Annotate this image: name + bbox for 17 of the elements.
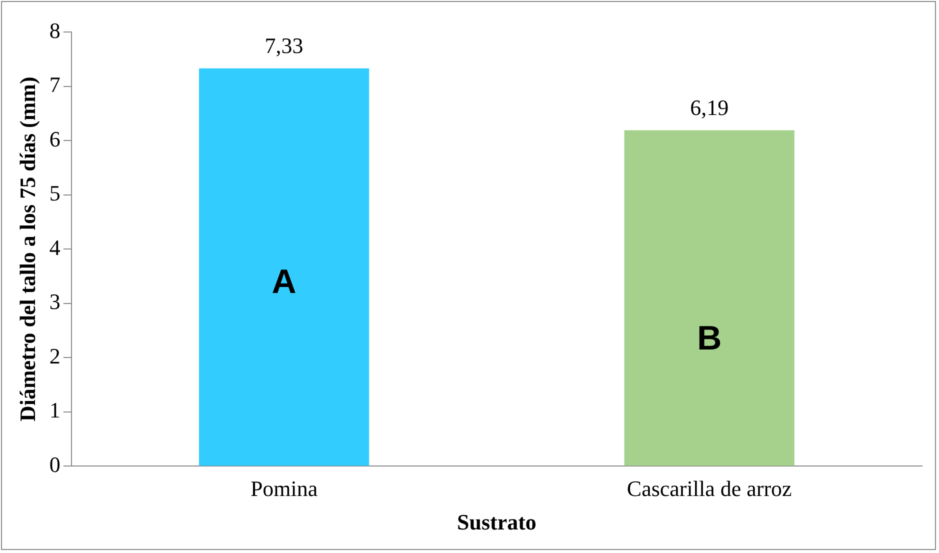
y-tick-label: 4 (49, 234, 60, 260)
data-label: 6,19 (690, 95, 729, 120)
annotation: A (272, 263, 296, 302)
y-tick-label: 6 (49, 126, 60, 152)
x-tick-label: Cascarilla de arroz (626, 476, 792, 502)
y-tick-label: 1 (49, 398, 60, 423)
y-tick-label: 5 (49, 180, 60, 206)
y-tick-label: 7 (49, 72, 60, 98)
x-axis-title: Sustrato (456, 509, 536, 534)
y-tick-label: 2 (49, 343, 60, 368)
y-tick-label: 0 (49, 452, 60, 477)
y-tick-label: 8 (49, 18, 60, 43)
y-tick-label: 3 (49, 289, 60, 314)
data-label: 7,33 (264, 33, 304, 58)
x-tick-label: Pomina (250, 476, 318, 502)
annotation: B (697, 320, 722, 358)
y-axis-title: Diámetro del tallo a los 75 días (mm) (14, 76, 40, 422)
